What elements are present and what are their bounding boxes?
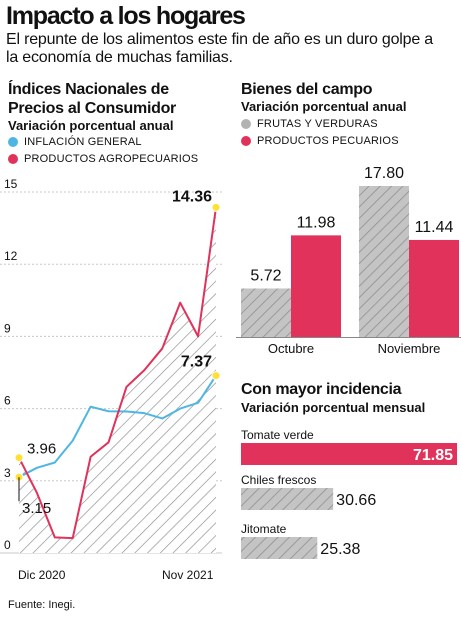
left-chart-title: Índices Nacionales de Precios al Consumi… xyxy=(8,81,176,117)
y-tick-label: 0 xyxy=(4,538,11,552)
bar xyxy=(291,235,341,337)
endpoint-marker xyxy=(211,371,221,381)
data-label: 3.15 xyxy=(22,500,51,517)
hbar-category-label: Tomate verde xyxy=(241,428,314,442)
hbar xyxy=(241,443,457,465)
data-label: 7.37 xyxy=(181,354,212,371)
bar-category-label: Noviembre xyxy=(378,341,441,356)
right-top-subtitle: Variación porcentual anual xyxy=(241,99,407,114)
hbar-category-label: Chiles frescos xyxy=(241,473,316,487)
y-tick-label: 6 xyxy=(4,394,11,408)
legend-swatch-red xyxy=(8,154,18,164)
page-subtitle: El repunte de los alimentos este fin de … xyxy=(6,31,434,66)
hbar xyxy=(241,488,334,510)
right-bottom-title: Con mayor incidencia xyxy=(241,381,402,398)
bar-category-label: Octubre xyxy=(268,341,314,356)
x-tick-label: Nov 2021 xyxy=(162,568,214,582)
hbar-value-label: 25.38 xyxy=(320,541,360,558)
left-chart-subtitle: Variación porcentual anual xyxy=(8,118,174,133)
legend-swatch-gray xyxy=(241,119,251,129)
endpoint-marker xyxy=(211,202,221,212)
right-bottom-subtitle: Variación porcentual mensual xyxy=(241,400,426,415)
legend-label: PRODUCTOS AGROPECUARIOS xyxy=(24,153,199,165)
hbar-value-label: 30.66 xyxy=(336,492,376,509)
data-label: 3.96 xyxy=(27,441,56,458)
legend-item-inflacion: INFLACIÓN GENERAL xyxy=(8,135,142,149)
series-line-agropecuarios xyxy=(18,207,217,540)
bar xyxy=(241,288,291,337)
bar-value-label: 5.72 xyxy=(250,267,281,284)
legend-item-pecuarios: PRODUCTOS PECUARIOS xyxy=(241,134,399,148)
hbar-value-label: 71.85 xyxy=(413,447,453,464)
data-label: 14.36 xyxy=(172,188,212,205)
legend-label: FRUTAS Y VERDURAS xyxy=(257,118,378,130)
source-note: Fuente: Inegi. xyxy=(8,599,76,611)
x-tick-label: Dic 2020 xyxy=(18,568,66,582)
legend-swatch-blue xyxy=(8,137,18,147)
legend-label: PRODUCTOS PECUARIOS xyxy=(257,135,399,147)
bar-value-label: 11.98 xyxy=(297,214,336,231)
legend-swatch-red xyxy=(241,136,251,146)
legend-item-agropecuarios: PRODUCTOS AGROPECUARIOS xyxy=(8,152,198,166)
hbar xyxy=(241,537,318,559)
area-agropecuarios xyxy=(19,207,216,554)
right-top-title: Bienes del campo xyxy=(241,81,373,98)
bar-value-label: 11.44 xyxy=(415,219,454,236)
hbar-category-label: Jitomate xyxy=(241,522,287,536)
y-tick-label: 3 xyxy=(4,466,11,480)
bar xyxy=(409,239,459,337)
legend-label: INFLACIÓN GENERAL xyxy=(24,136,142,148)
y-tick-label: 9 xyxy=(4,321,11,335)
bar-value-label: 17.80 xyxy=(364,165,404,182)
bar xyxy=(359,186,409,337)
bar-chart-bienes: 5.72 11.98 Octubre 17.80 11.44 Noviembre xyxy=(236,165,461,356)
endpoint-marker xyxy=(14,453,24,463)
bar-chart-incidencia: Tomate verde 71.85 Chiles frescos 30.66 Jito… xyxy=(241,428,457,559)
series-line-inflacion xyxy=(18,375,217,479)
y-tick-label: 15 xyxy=(4,177,18,191)
y-tick-label: 12 xyxy=(4,249,18,263)
page-title: Impacto a los hogares xyxy=(6,2,246,30)
legend-item-frutas: FRUTAS Y VERDURAS xyxy=(241,117,378,131)
